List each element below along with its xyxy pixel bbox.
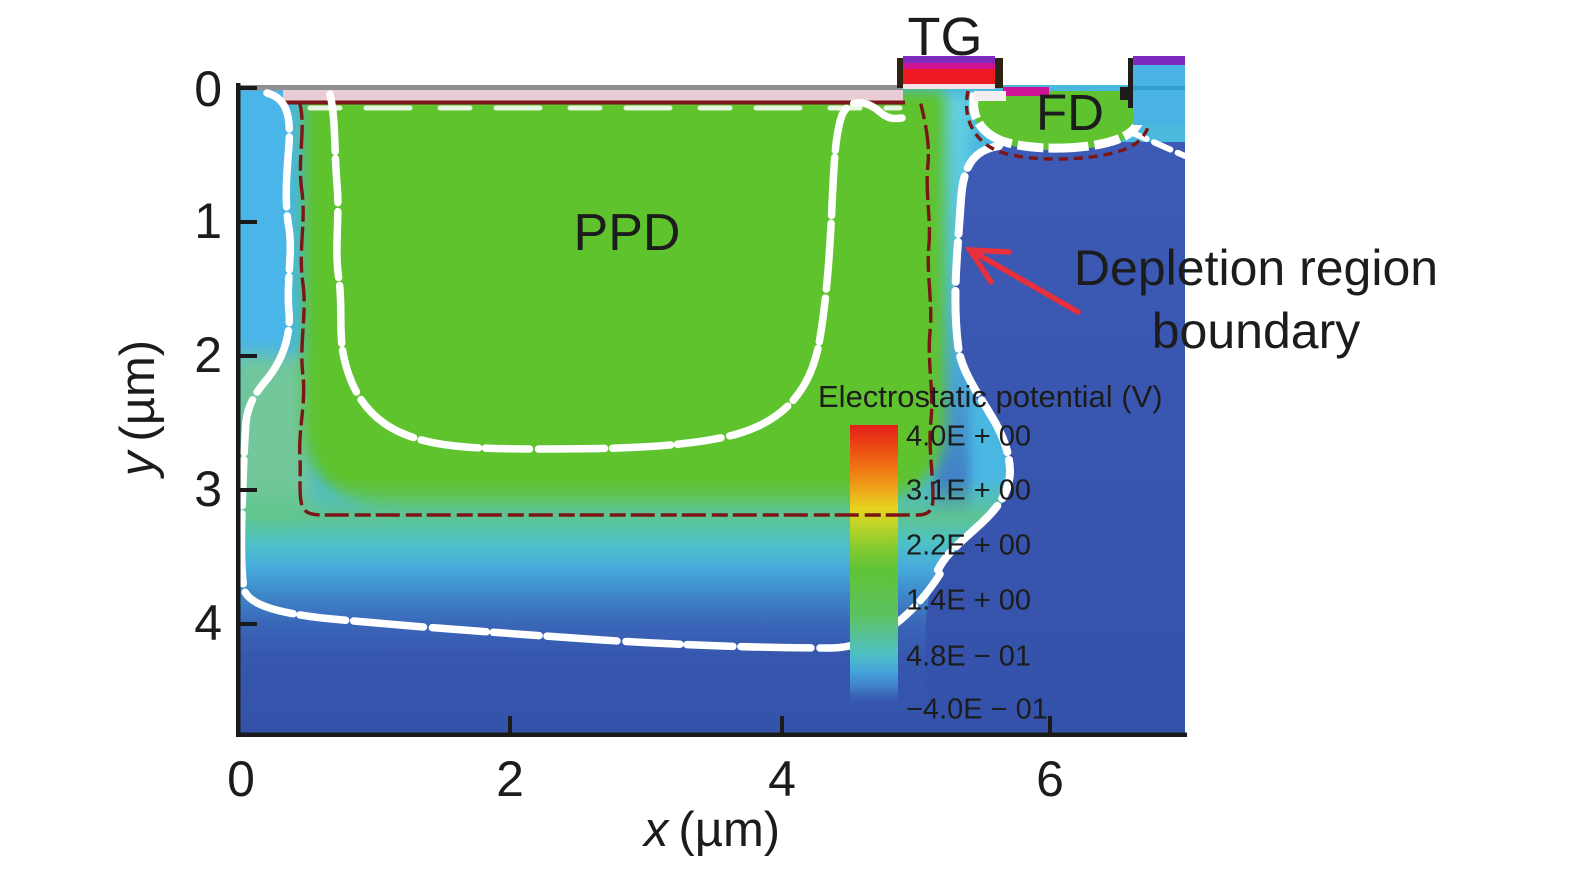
x-axis-label: x (µm) (644, 802, 780, 858)
y-tick-label-0: 0 (194, 60, 222, 117)
tg-magenta-layer (903, 63, 995, 69)
fd-white-strip (974, 91, 1006, 101)
x-tick-6 (1048, 716, 1052, 733)
x-tick-4 (780, 716, 784, 733)
surface-oxide-line (240, 85, 902, 91)
tg-purple-cap (903, 56, 995, 63)
y-tick-0 (240, 86, 257, 90)
colorbar-tick-3: 1.4E + 00 (906, 584, 1031, 617)
depletion-annotation-line2: boundary (1151, 303, 1361, 359)
y-tick-3 (240, 488, 257, 492)
contour-right-block (934, 142, 1015, 574)
y-axis-unit: (µm) (111, 339, 165, 442)
x-tick-label-4: 4 (768, 751, 796, 807)
colorbar-tick-5: −4.0E − 01 (906, 693, 1048, 726)
colorbar-tick-2: 2.2E + 00 (906, 529, 1031, 562)
contour-outer-loop (240, 89, 944, 652)
fd-label: FD (1036, 84, 1104, 141)
y-tick-4 (240, 622, 257, 626)
tg-label: TG (907, 7, 983, 67)
fd-contact-notch (1120, 87, 1129, 100)
ppd-label: PPD (573, 204, 681, 262)
colorbar-tick-4: 4.8E − 01 (906, 640, 1031, 673)
tg-edge-left (897, 58, 905, 88)
tg-gate-body (903, 69, 995, 86)
y-tick-1 (240, 220, 257, 224)
colorbar-tick-1: 3.1E + 00 (906, 474, 1031, 507)
tg-edge-right (995, 58, 1003, 88)
junction-ppd (297, 99, 935, 517)
axes (236, 83, 1187, 737)
y-tick-label-1: 1 (194, 192, 222, 249)
contour-ppd-pocket (326, 90, 906, 453)
colorbar-title: Electrostatic potential (V) (818, 379, 1163, 414)
junction-contours (297, 90, 1154, 517)
y-axis-line (236, 83, 241, 737)
y-tick-label-3: 3 (194, 460, 222, 517)
colorbar-tick-0: 4.0E + 00 (906, 420, 1031, 453)
neutral-substrate-block (925, 142, 1185, 735)
x-tick-2 (508, 716, 512, 733)
potential-field (240, 85, 1185, 735)
fd-magenta-strip (1003, 87, 1049, 96)
y-tick-label-4: 4 (194, 594, 222, 651)
x-axis-line (236, 732, 1187, 737)
gate-structures (897, 56, 1185, 125)
depletion-arrow (964, 246, 1081, 315)
depletion-annotation-line1: Depletion region (1073, 240, 1439, 296)
depletion-boundary-contours (240, 89, 1185, 652)
right-structure-edge (1128, 58, 1133, 108)
pinning-junction-line (283, 100, 905, 105)
right-cyan-block (1133, 65, 1185, 125)
x-tick-label-2: 2 (496, 751, 524, 807)
y-tick-2 (240, 354, 257, 358)
fd-region (972, 91, 1145, 151)
x-tick-label-0: 0 (227, 751, 255, 807)
junction-fd (964, 90, 1154, 161)
x-axis-unit: (µm) (678, 803, 781, 857)
x-axis-variable: x (643, 803, 669, 857)
pinning-layer-band (283, 90, 903, 101)
depletion-annotation: Depletion region boundary (1074, 237, 1438, 363)
y-axis-variable: y (111, 451, 165, 477)
right-purple-cap (1133, 56, 1185, 65)
colorbar (850, 425, 898, 705)
x-tick-label-6: 6 (1036, 751, 1064, 807)
tg-gate-underlayer (903, 84, 995, 89)
y-axis-label: y (µm) (110, 340, 166, 476)
y-tick-label-2: 2 (194, 326, 222, 383)
right-cyan-line (1133, 86, 1185, 90)
